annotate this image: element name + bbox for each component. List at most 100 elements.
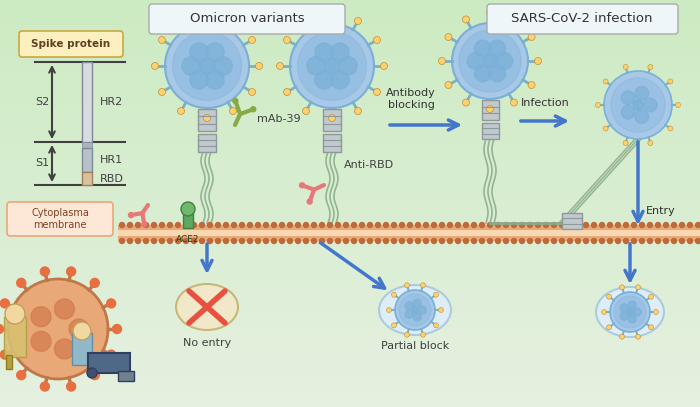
Circle shape [622,91,635,105]
Bar [0,236,700,237]
Bar [0,274,700,275]
Bar [0,145,700,146]
Bar [0,14,700,15]
Circle shape [335,239,340,243]
Bar [0,95,700,96]
Bar [0,217,700,218]
Circle shape [167,223,172,228]
Text: HR2: HR2 [100,97,123,107]
Bar [0,246,700,247]
Circle shape [315,43,333,61]
Bar [0,364,700,365]
Circle shape [230,107,237,114]
Circle shape [610,292,650,332]
Bar [0,399,700,400]
Circle shape [5,304,25,324]
Bar [0,294,700,295]
Bar [0,13,700,14]
Bar [0,12,700,13]
Bar [0,127,700,128]
Bar [0,105,700,106]
Bar [0,180,700,181]
Bar [0,263,700,264]
Circle shape [106,299,116,308]
Circle shape [552,223,556,228]
Circle shape [575,239,580,243]
Circle shape [368,223,372,228]
Circle shape [41,382,50,391]
Bar [0,258,700,259]
Text: SARS-CoV-2 infection: SARS-CoV-2 infection [511,13,652,26]
Bar [0,380,700,381]
Text: No entry: No entry [183,338,231,348]
Bar [0,348,700,349]
Circle shape [256,239,260,243]
Circle shape [424,223,428,228]
Bar [0,300,700,301]
Circle shape [0,350,9,359]
Circle shape [648,140,653,146]
Circle shape [90,278,99,287]
Circle shape [384,239,388,243]
Bar [82,148,92,172]
Bar [0,397,700,398]
Bar [0,57,700,58]
Circle shape [503,239,508,243]
Bar [0,59,700,60]
Circle shape [687,223,692,228]
Circle shape [440,223,444,228]
Circle shape [142,222,147,227]
Bar [0,329,700,330]
Circle shape [463,99,470,106]
Bar [0,265,700,266]
Circle shape [620,334,624,339]
Bar [0,31,700,32]
Bar [0,69,700,70]
Circle shape [592,239,596,243]
Bar [0,309,700,310]
Bar [0,315,700,316]
Bar [0,194,700,195]
Bar [0,137,700,138]
Bar [0,22,700,23]
Bar [0,153,700,154]
Circle shape [421,283,426,288]
Circle shape [129,212,134,218]
Bar [0,371,700,372]
Circle shape [127,223,132,228]
Bar [0,291,700,292]
Circle shape [239,223,244,228]
Bar [0,88,700,89]
Bar [0,161,700,162]
Circle shape [263,223,269,228]
Circle shape [41,267,50,276]
Bar [0,35,700,36]
Bar [0,115,700,116]
Circle shape [248,88,256,96]
Bar [0,185,700,186]
Circle shape [438,308,444,313]
FancyBboxPatch shape [7,202,113,236]
Circle shape [190,43,209,61]
Bar [0,253,700,254]
Circle shape [483,54,497,68]
Circle shape [300,183,304,188]
Circle shape [424,239,428,243]
Circle shape [433,323,438,328]
Bar [0,171,700,172]
Bar [0,7,700,8]
Bar [0,156,700,157]
Bar [0,332,700,333]
Bar [0,174,700,175]
Bar [0,322,700,323]
Bar [0,28,700,29]
Circle shape [199,59,215,74]
Circle shape [368,239,372,243]
Circle shape [288,239,293,243]
Bar [0,289,700,290]
Bar [0,356,700,357]
Bar [0,142,700,143]
Bar [0,305,700,306]
Bar [0,198,700,199]
Circle shape [433,292,438,297]
